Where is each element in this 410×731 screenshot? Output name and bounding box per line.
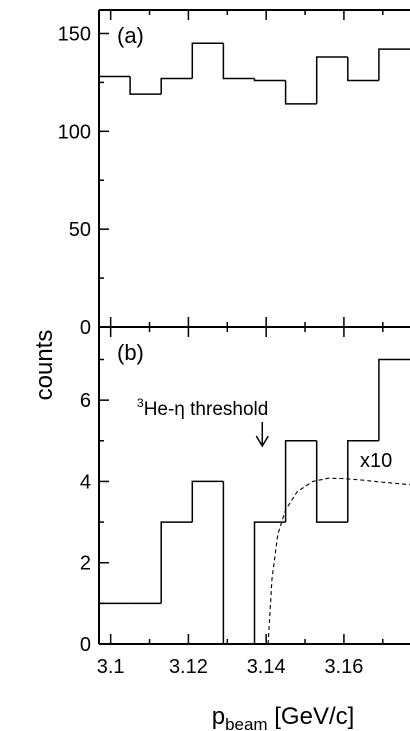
- histogram-bin-a-6: [284, 80, 317, 105]
- y-axis-title: counts: [31, 330, 58, 401]
- histogram-bin-b-8: [347, 440, 379, 523]
- x-tick-label-2: 3.14: [247, 656, 286, 678]
- threshold-label-superscript: 3: [137, 396, 144, 410]
- x-axis-title-main: p: [212, 703, 225, 730]
- panel-b: 0 2 4 6 3.1 3.12 3.14 3.16 (b) x10 3He-η threshold: [80, 326, 410, 678]
- histogram-bin-a-4: [222, 43, 255, 80]
- y-tick-label-b-3: 6: [80, 390, 91, 412]
- y-tick-label-a-2: 100: [58, 121, 91, 143]
- threshold-label-text: He-η threshold: [144, 399, 269, 420]
- histogram-bin-b-4: [222, 481, 255, 645]
- x-tick-label-1: 3.12: [169, 656, 208, 678]
- x-axis-title-unit: [GeV/c]: [268, 703, 355, 730]
- x-tick-label-3: 3.16: [324, 656, 363, 678]
- threshold-arrow-head: [255, 435, 269, 448]
- histogram-bin-b-3: [191, 480, 224, 523]
- histogram-bin-b-6: [284, 440, 317, 523]
- y-tick-label-b-2: 4: [80, 471, 91, 493]
- histogram-bin-b-9: [378, 358, 410, 441]
- histogram-bin-a-3: [191, 42, 224, 79]
- histogram-bin-a-8: [347, 56, 379, 82]
- histogram-bin-a-5: [253, 78, 286, 82]
- y-tick-label-a-3: 150: [58, 23, 91, 45]
- x-axis-title-subscript: beam: [225, 715, 268, 731]
- panel-a: 0 50 100 150 (a): [58, 9, 410, 339]
- y-tick-label-b-0: 0: [80, 634, 91, 656]
- histogram-bin-b-2: [160, 521, 193, 604]
- x-axis-title: pbeam [GeV/c]: [212, 703, 355, 731]
- model-curve: [267, 477, 410, 645]
- curve-scale-label: x10: [360, 450, 392, 472]
- histogram-bin-b-7: [315, 440, 348, 523]
- histogram-bin-a-1: [129, 76, 162, 95]
- y-tick-label-a-0: 0: [80, 317, 91, 339]
- histogram-bin-a-9: [378, 48, 410, 81]
- x-tick-label-0: 3.1: [97, 656, 125, 678]
- histogram-bin-b-5: [253, 521, 286, 644]
- histogram-bin-a-7: [315, 56, 348, 104]
- panel-label-b: (b): [117, 340, 144, 365]
- y-tick-label-a-1: 50: [69, 219, 91, 241]
- panel-label-a: (a): [117, 23, 144, 48]
- histogram-bin-a-2: [160, 77, 193, 95]
- threshold-label: 3He-η threshold: [137, 396, 268, 420]
- y-tick-label-b-1: 2: [80, 553, 91, 575]
